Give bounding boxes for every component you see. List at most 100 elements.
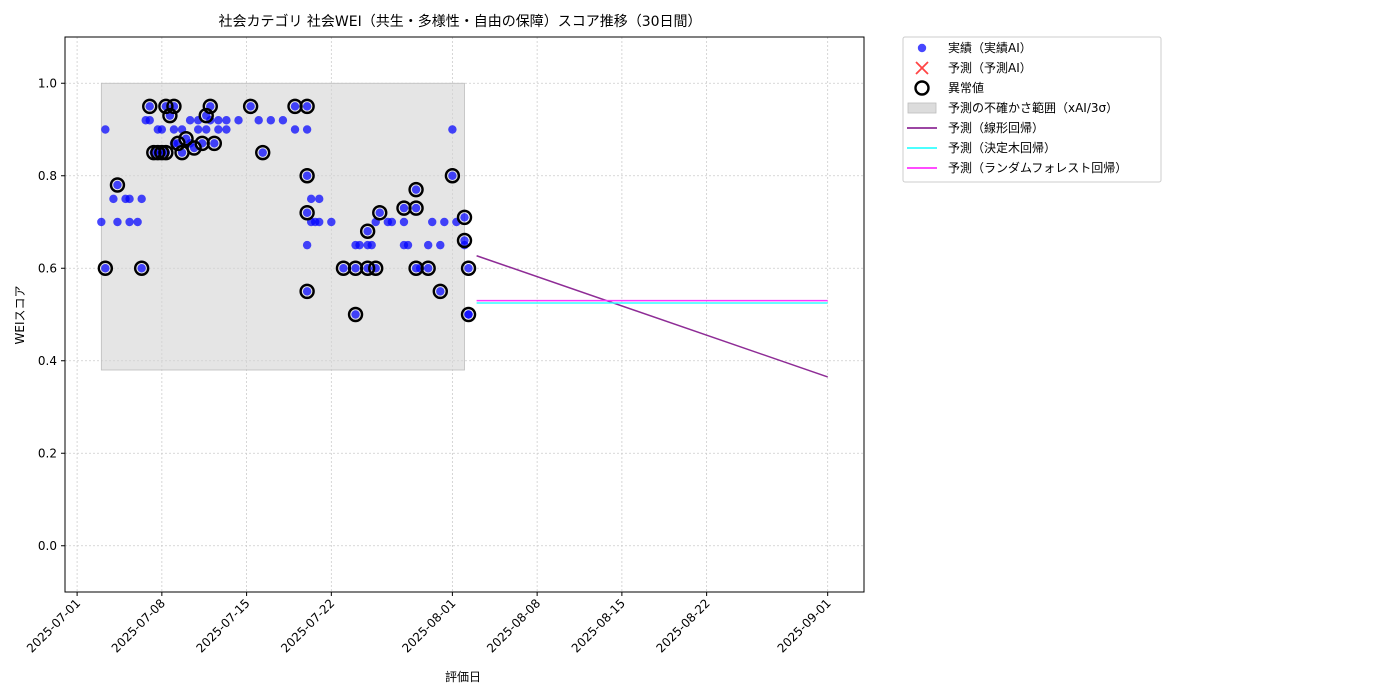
anomaly-ring <box>166 98 182 115</box>
actual-point <box>302 240 312 250</box>
actual-point <box>193 125 203 134</box>
y-tick-label: 0.6 <box>38 261 57 275</box>
anomaly-ring <box>109 177 126 193</box>
anomaly-ring <box>299 205 315 221</box>
actual-point <box>351 264 360 273</box>
actual-point <box>302 102 312 111</box>
actual-point <box>101 264 110 273</box>
actual-point <box>448 171 457 180</box>
forecast-lines <box>476 255 828 378</box>
actual-point <box>436 287 445 296</box>
y-axis-ticks: 0.0 0.2 0.4 0.6 0.8 1.0 <box>38 76 65 553</box>
forecast-line <box>476 255 828 378</box>
x-tick-label: 2025-07-08 <box>109 596 168 655</box>
actual-point <box>97 217 106 227</box>
anomaly-ring <box>460 306 477 323</box>
anomaly-ring <box>142 98 158 115</box>
legend-x-stroke <box>915 61 929 75</box>
anomaly-ring <box>444 168 461 184</box>
x-tick-label: 2025-09-01 <box>775 596 834 655</box>
anomaly-ring <box>359 260 376 276</box>
anomaly-ring <box>178 131 194 147</box>
actual-point <box>387 217 397 227</box>
actual-point <box>302 287 312 296</box>
anomaly-ring <box>255 144 271 161</box>
actual-point <box>125 194 134 204</box>
actual-point <box>399 217 409 227</box>
actual-point <box>113 180 122 190</box>
anomaly-ring <box>242 98 259 115</box>
actual-point <box>290 125 300 134</box>
actual-point <box>464 310 473 319</box>
actual-point <box>254 116 263 125</box>
legend-label: 予測の不確かさ範囲（xAI/3σ） <box>948 100 1118 115</box>
actual-point <box>302 125 312 134</box>
actual-point <box>315 194 324 204</box>
y-tick-label: 0.8 <box>38 169 57 183</box>
actual-point <box>306 194 316 204</box>
y-tick-label: 1.0 <box>38 76 57 90</box>
actual-point <box>214 116 223 125</box>
actual-point <box>133 217 142 227</box>
anomaly-ring <box>408 200 424 216</box>
actual-point <box>113 217 122 227</box>
legend-label: 予測（決定木回帰） <box>948 140 1056 155</box>
actual-point <box>266 116 276 125</box>
anomaly-ring <box>456 209 473 226</box>
anomaly-ring <box>158 98 174 115</box>
actual-point <box>258 148 267 157</box>
actual-point <box>460 236 469 245</box>
anomaly-ring <box>97 260 114 276</box>
anomaly-ring <box>359 223 376 239</box>
actual-point <box>214 125 223 134</box>
anomaly-ring <box>456 232 473 249</box>
x-axis-ticks: 2025-07-01 2025-07-08 2025-07-15 2025-07-22… <box>24 592 834 655</box>
actual-point <box>367 240 376 250</box>
actual-point <box>464 264 473 273</box>
anomaly-ring <box>299 98 315 115</box>
anomaly-ring <box>299 283 315 300</box>
anomaly-ring <box>198 107 214 124</box>
actual-point <box>125 217 134 227</box>
actual-point <box>222 125 231 134</box>
actual-point <box>339 264 348 273</box>
anomaly-ring <box>460 260 477 276</box>
actual-point <box>137 264 146 273</box>
anomaly-ring <box>408 181 424 198</box>
actual-point <box>109 194 118 204</box>
actual-point <box>403 240 413 250</box>
legend-label: 実績（実績AI） <box>948 40 1032 55</box>
anomaly-ring <box>299 168 315 184</box>
anomaly-ring <box>202 98 218 115</box>
actual-point <box>169 125 179 134</box>
actual-point <box>436 240 445 250</box>
actual-point <box>157 125 167 134</box>
x-tick-label: 2025-07-01 <box>24 596 83 655</box>
actual-point <box>460 213 469 222</box>
actual-point <box>137 194 146 204</box>
actual-point <box>363 227 372 236</box>
actual-point <box>327 217 336 227</box>
legend-label: 予測（線形回帰） <box>948 120 1044 135</box>
actual-point <box>423 240 433 250</box>
anomaly-ring <box>420 260 436 276</box>
actual-point <box>234 116 243 125</box>
x-axis-title: 評価日 <box>445 669 481 684</box>
actual-point <box>145 102 154 111</box>
anomaly-ring <box>432 283 448 300</box>
anomaly-ring <box>162 107 178 124</box>
actual-point <box>278 116 288 125</box>
x-tick-label: 2025-08-01 <box>399 596 458 655</box>
actual-point <box>302 208 312 217</box>
x-tick-label: 2025-07-15 <box>193 596 252 655</box>
anomaly-rings <box>97 98 477 323</box>
chart-title: 社会カテゴリ 社会WEI（共生・多様性・自由の保障）スコア推移（30日間） <box>218 13 701 30</box>
legend-box <box>902 36 1162 183</box>
actual-points <box>97 102 473 319</box>
anomaly-ring <box>368 260 384 276</box>
actual-point <box>423 264 433 273</box>
actual-point <box>246 102 255 111</box>
y-axis-title: WEIスコア <box>13 286 27 345</box>
actual-point <box>222 116 231 125</box>
